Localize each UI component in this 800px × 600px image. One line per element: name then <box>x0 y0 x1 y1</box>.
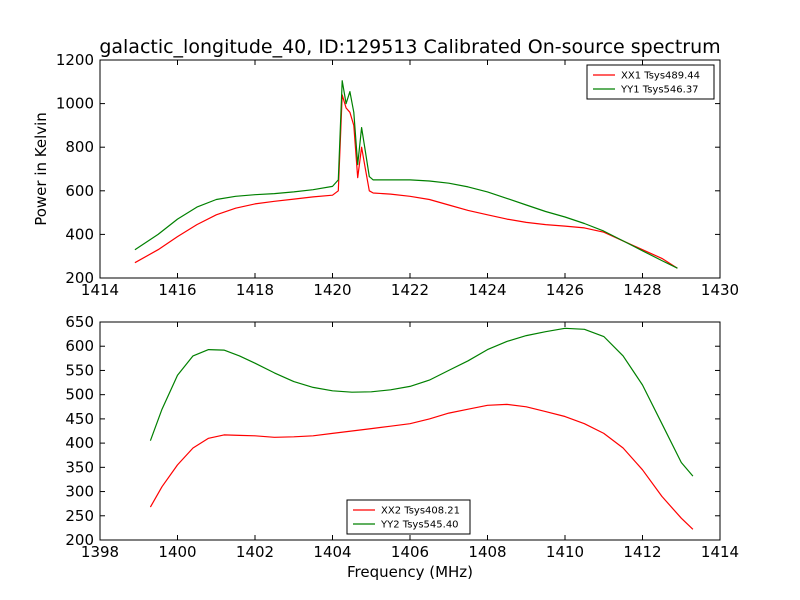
legend-label: YY2 Tsys545.40 <box>380 520 459 531</box>
top-plot: 1414 1416 1418 1420 1422 1424 1426 1428 1430 200 4… <box>56 51 739 299</box>
x-tick-label: 1408 <box>468 543 506 561</box>
x-tick-label: 1412 <box>623 543 661 561</box>
x-tick-label: 1416 <box>158 281 196 299</box>
x-tick-label: 1424 <box>468 281 506 299</box>
x-tick-label: 1418 <box>236 281 274 299</box>
y-tick-label: 200 <box>65 269 94 287</box>
legend: XX1 Tsys489.44 YY1 Tsys546.37 <box>586 64 715 100</box>
y-axis-label: Power in Kelvin <box>32 112 50 226</box>
y-tick-label: 600 <box>65 182 94 200</box>
x-tick-label: 1404 <box>313 543 351 561</box>
y-tick-label: 400 <box>65 225 94 243</box>
x-tick-label: 1414 <box>701 543 739 561</box>
y-tick-label: 400 <box>65 434 94 452</box>
y-tick-label: 550 <box>65 361 94 379</box>
series-line-1-2 <box>134 80 678 269</box>
legend-label: XX2 Tsys408.21 <box>381 506 460 517</box>
legend-box <box>586 64 715 100</box>
series-line-2-2 <box>149 327 694 477</box>
y-tick-label: 250 <box>65 507 94 525</box>
x-tick-label: 1420 <box>313 281 351 299</box>
legend: XX2 Tsys408.21 YY2 Tsys545.40 <box>346 499 471 535</box>
x-tick-label: 1414 <box>81 281 119 299</box>
y-tick-label: 450 <box>65 410 94 428</box>
y-tick-label: 200 <box>65 531 94 549</box>
x-tick-label: 1402 <box>236 543 274 561</box>
y-tick-label: 350 <box>65 458 94 476</box>
x-tick-label: 1400 <box>158 543 196 561</box>
legend-label: YY1 Tsys546.37 <box>620 85 699 96</box>
legend-box <box>346 499 471 535</box>
series-line-1-1 <box>134 94 678 269</box>
x-axis-label: Frequency (MHz) <box>347 563 473 581</box>
x-tick-label: 1410 <box>546 543 584 561</box>
y-tick-label: 600 <box>65 337 94 355</box>
y-tick-label: 500 <box>65 386 94 404</box>
series-line-2-1 <box>149 403 694 530</box>
y-tick-label: 1000 <box>56 95 94 113</box>
x-tick-label: 1426 <box>546 281 584 299</box>
y-tick-label: 800 <box>65 138 94 156</box>
x-tick-label: 1398 <box>81 543 119 561</box>
y-tick-label: 650 <box>65 313 94 331</box>
x-tick-label: 1430 <box>701 281 739 299</box>
y-tick-label: 1200 <box>56 51 94 69</box>
bottom-plot: 1398 1400 1402 1404 1406 1408 1410 1412 1414 200 2… <box>65 313 739 561</box>
x-tick-label: 1422 <box>391 281 429 299</box>
chart-title: galactic_longitude_40, ID:129513 Calibra… <box>99 36 720 58</box>
x-tick-label: 1406 <box>391 543 429 561</box>
x-tick-label: 1428 <box>623 281 661 299</box>
y-tick-label: 300 <box>65 483 94 501</box>
legend-label: XX1 Tsys489.44 <box>621 71 700 82</box>
